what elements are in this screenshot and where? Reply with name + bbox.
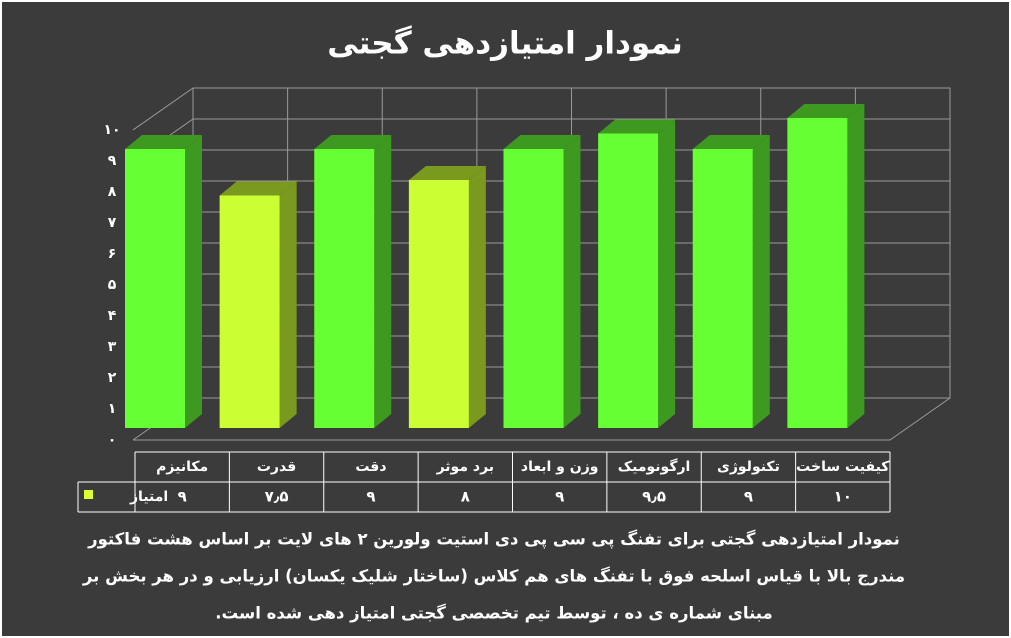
y-tick-label: ۰ xyxy=(108,432,117,448)
y-tick-label: ۵ xyxy=(108,277,117,293)
bar-side xyxy=(658,119,676,428)
x-tick-label: دقت xyxy=(355,459,386,475)
y-tick-label: ۳ xyxy=(108,339,117,355)
bar xyxy=(503,149,564,428)
bar-top xyxy=(314,135,392,149)
bar-side xyxy=(185,135,202,428)
y-tick-label: ۸ xyxy=(108,184,117,200)
caption: مبنای شماره ی ده ، توسط تیم تخصصی گجتی ا… xyxy=(215,603,773,624)
bar-top xyxy=(125,135,202,149)
x-tick-label: کیفیت ساخت xyxy=(796,459,890,475)
x-tick-label: تکنولوژی xyxy=(717,459,780,475)
y-tick-label: ۶ xyxy=(108,246,117,262)
bar xyxy=(692,149,753,428)
y-tick-label: ۴ xyxy=(108,308,117,324)
bar-side xyxy=(752,135,770,428)
y-tick-label: ۹ xyxy=(108,153,117,169)
value-label: ۹ xyxy=(744,488,753,506)
bar-top xyxy=(598,119,676,134)
value-label: ۱۰ xyxy=(834,488,852,506)
value-label: ۷٫۵ xyxy=(265,488,289,506)
caption: مندرج بالا با قیاس اسلحه فوق با تفنگ های… xyxy=(82,566,905,587)
bar-side xyxy=(374,135,392,428)
bar-top xyxy=(692,135,770,149)
y-tick-label: ۱ xyxy=(108,401,117,417)
y-tick-label: ۱۰ xyxy=(103,122,120,138)
bar xyxy=(219,195,280,428)
bar xyxy=(598,133,659,428)
bar-side xyxy=(468,166,486,428)
bar xyxy=(125,149,185,428)
x-tick-label: ارگونومیک xyxy=(618,458,691,475)
x-tick-label: برد موثر xyxy=(436,459,494,475)
legend-label: امتیاز xyxy=(129,489,168,505)
bar-top xyxy=(503,135,581,149)
x-tick-label: قدرت xyxy=(257,459,296,475)
bar xyxy=(787,118,848,428)
value-label: ۹ xyxy=(178,488,187,506)
x-tick-label: مکانیزم xyxy=(156,459,208,475)
value-label: ۹ xyxy=(366,488,375,506)
legend-key xyxy=(84,490,93,499)
bar-top xyxy=(219,181,297,196)
bar-side xyxy=(847,104,865,428)
value-label: ۸ xyxy=(461,488,470,506)
bar-side xyxy=(563,135,581,428)
y-tick-label: ۲ xyxy=(108,370,117,386)
value-label: ۹ xyxy=(555,488,564,506)
y-tick-label: ۷ xyxy=(108,215,117,231)
bar-top xyxy=(408,166,486,180)
x-tick-label: وزن و ابعاد xyxy=(521,459,599,475)
caption: نمودار امتیازدهی گجتی برای تفنگ پی سی پی… xyxy=(87,529,900,550)
bar xyxy=(314,149,375,428)
value-label: ۹٫۵ xyxy=(642,488,666,506)
floor xyxy=(133,397,951,441)
grid-line xyxy=(132,87,950,131)
bar-side xyxy=(279,181,297,428)
bar-top xyxy=(787,104,865,118)
bar xyxy=(408,180,469,428)
chart-title: نمودار امتیازدهی گجتی xyxy=(327,25,683,62)
